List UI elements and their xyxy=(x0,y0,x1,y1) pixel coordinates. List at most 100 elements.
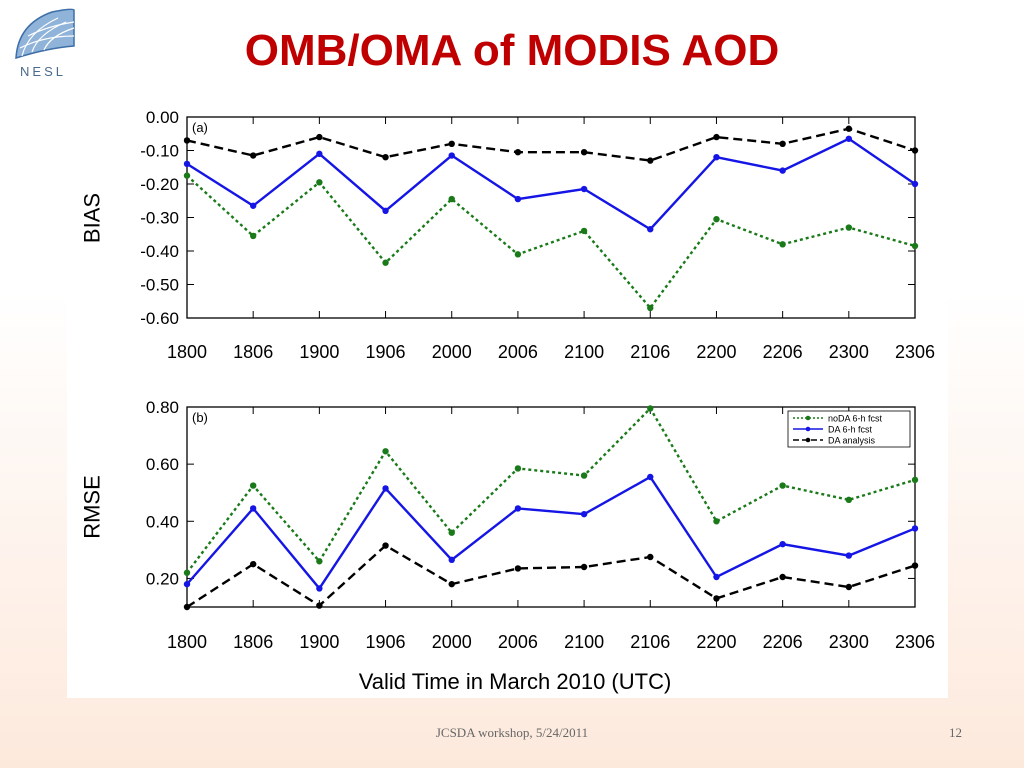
x-tick-label: 1906 xyxy=(366,342,406,362)
data-point xyxy=(448,152,455,159)
data-point xyxy=(845,224,853,231)
data-point xyxy=(183,603,191,611)
data-point xyxy=(382,154,389,161)
data-point xyxy=(316,133,323,141)
data-point xyxy=(647,304,654,312)
data-point xyxy=(779,482,786,489)
data-point xyxy=(249,560,257,568)
data-point xyxy=(845,496,853,504)
data-point xyxy=(249,505,257,512)
y-tick-label: 0.60 xyxy=(146,455,179,474)
x-tick-label: 2106 xyxy=(630,632,670,652)
x-tick-label: 1800 xyxy=(167,342,207,362)
y-axis-label: BIAS xyxy=(80,193,105,243)
data-point xyxy=(845,552,853,559)
data-point xyxy=(382,259,389,266)
y-tick-label: 0.20 xyxy=(146,569,179,588)
y-tick-label: -0.40 xyxy=(140,242,179,261)
data-point xyxy=(183,569,191,576)
page-number: 12 xyxy=(949,725,962,740)
x-axis-label: Valid Time in March 2010 (UTC) xyxy=(359,669,672,694)
data-point xyxy=(249,152,257,159)
x-tick-label: 1800 xyxy=(167,632,207,652)
x-tick-label: 2300 xyxy=(829,632,869,652)
data-point xyxy=(514,195,522,203)
y-tick-label: -0.60 xyxy=(140,309,179,328)
data-point xyxy=(647,553,654,561)
y-axis-label: RMSE xyxy=(80,475,105,539)
y-tick-label: 0.40 xyxy=(146,512,179,531)
data-point xyxy=(382,542,389,549)
x-tick-label: 2300 xyxy=(829,342,869,362)
legend-entry: DA 6-h fcst xyxy=(828,425,873,435)
x-tick-label: 2200 xyxy=(696,342,736,362)
data-point xyxy=(249,232,257,240)
data-point xyxy=(382,485,389,492)
legend-marker xyxy=(805,415,811,421)
nesl-logo: NESL xyxy=(8,6,78,82)
slide-title: OMB/OMA of MODIS AOD xyxy=(244,26,780,75)
legend-marker xyxy=(805,437,811,443)
data-point xyxy=(911,562,919,569)
y-tick-label: 0.00 xyxy=(146,108,179,127)
data-point xyxy=(845,583,853,591)
data-point xyxy=(448,529,455,536)
data-point xyxy=(911,147,919,154)
x-tick-label: 2106 xyxy=(630,342,670,362)
data-point xyxy=(448,140,455,147)
data-point xyxy=(514,565,522,572)
data-point xyxy=(448,195,455,203)
data-point xyxy=(911,180,919,188)
data-point xyxy=(779,540,786,548)
plot-frame xyxy=(186,406,916,608)
data-point xyxy=(316,585,323,592)
data-point xyxy=(580,510,588,518)
legend-entry: DA analysis xyxy=(828,436,876,446)
logo-text: NESL xyxy=(20,64,66,79)
data-point xyxy=(580,563,588,571)
data-point xyxy=(779,167,786,174)
data-point xyxy=(911,525,919,532)
x-tick-label: 1806 xyxy=(233,632,273,652)
y-tick-label: -0.20 xyxy=(140,175,179,194)
figure-panel: 0.00 -0.10 -0.20 -0.30 -0.40 -0.50 -0.60 1800 18… xyxy=(67,100,948,698)
x-tick-label: 2100 xyxy=(564,632,604,652)
data-point xyxy=(183,160,191,168)
x-tick-label: 2006 xyxy=(498,342,538,362)
data-point xyxy=(514,251,522,258)
data-point xyxy=(316,602,323,609)
data-point xyxy=(647,226,654,233)
x-tick-label: 2306 xyxy=(895,632,935,652)
x-tick-label: 2006 xyxy=(498,632,538,652)
data-point xyxy=(647,473,654,481)
data-point xyxy=(580,472,588,479)
legend-entry: noDA 6-h fcst xyxy=(828,414,883,424)
data-point xyxy=(713,518,720,525)
data-point xyxy=(647,157,654,164)
plot-frame xyxy=(186,116,916,319)
data-point xyxy=(249,202,257,209)
data-point xyxy=(911,242,919,250)
data-point xyxy=(647,405,654,412)
panel-label: (b) xyxy=(192,410,208,425)
x-tick-label: 2000 xyxy=(432,632,472,652)
data-point xyxy=(382,207,389,214)
data-point xyxy=(845,135,853,142)
y-tick-label: 0.80 xyxy=(146,398,179,417)
x-tick-label: 1906 xyxy=(366,632,406,652)
data-point xyxy=(779,573,786,581)
data-point xyxy=(448,556,455,564)
data-point xyxy=(249,482,257,489)
data-point xyxy=(911,476,919,484)
data-point xyxy=(845,125,853,132)
legend-marker xyxy=(805,426,811,432)
data-point xyxy=(316,558,323,565)
y-tick-label: -0.50 xyxy=(140,276,179,295)
data-point xyxy=(779,241,786,248)
series-line xyxy=(186,174,916,310)
data-point xyxy=(382,448,389,455)
x-tick-label: 2200 xyxy=(696,632,736,652)
data-point xyxy=(580,148,588,156)
data-point xyxy=(183,137,191,144)
data-point xyxy=(713,595,720,602)
